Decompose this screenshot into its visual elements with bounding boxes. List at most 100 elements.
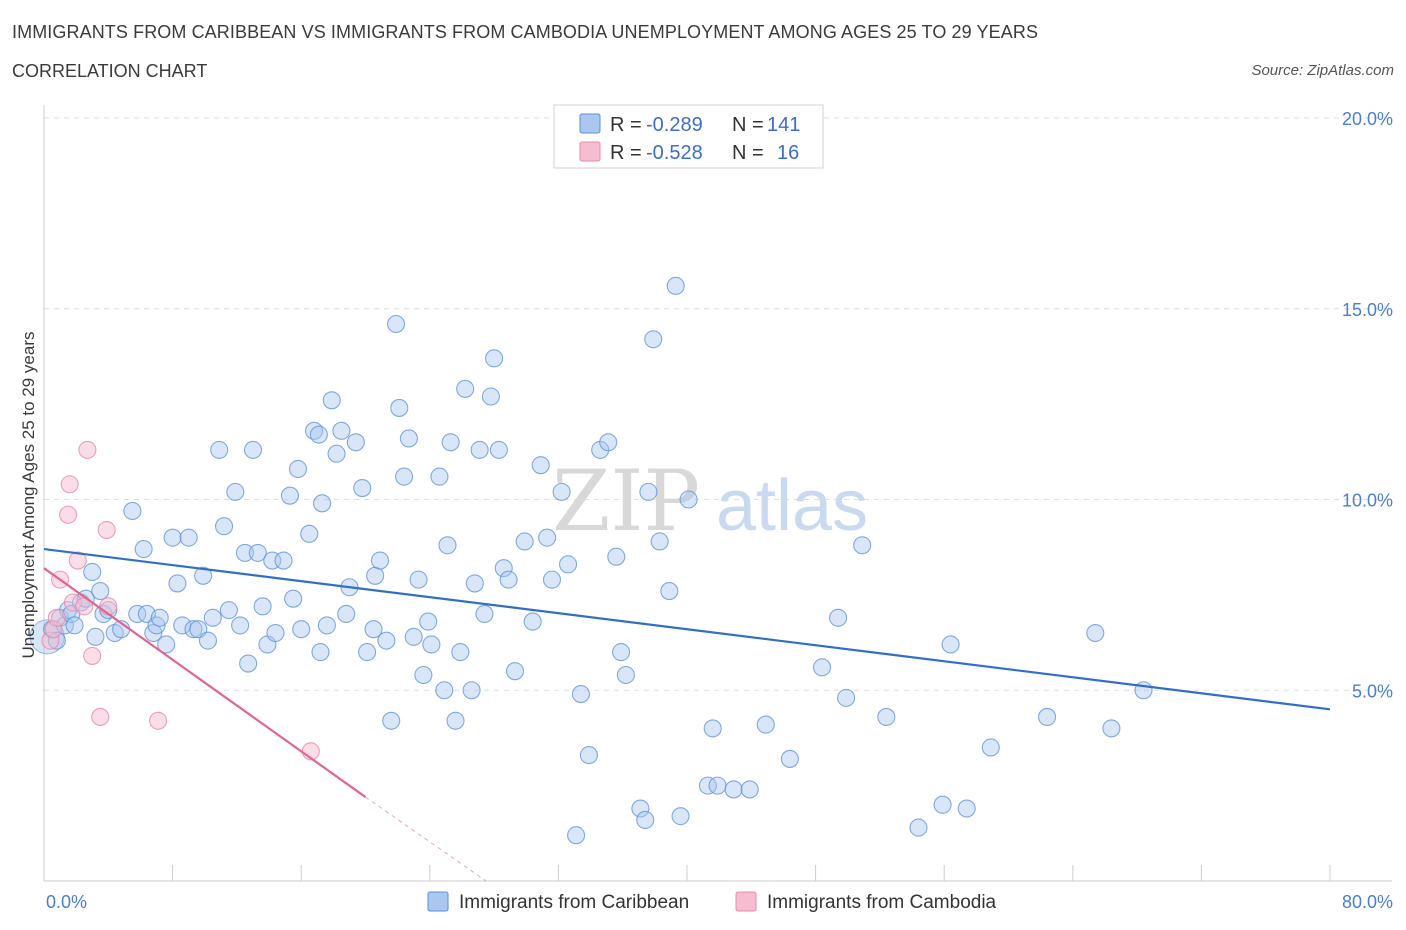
caribbean-point-6 (65, 616, 84, 635)
caribbean-point-125 (812, 658, 832, 677)
caribbean-point-61 (346, 433, 365, 452)
y-axis-title: Unemployment Among Ages 25 to 29 years (19, 332, 38, 659)
caribbean-point-134 (981, 738, 1000, 757)
caribbean-point-123 (756, 715, 775, 734)
caribbean-point-111 (639, 482, 658, 501)
cambodia-point-13 (99, 597, 118, 616)
caribbean-point-107 (612, 643, 631, 662)
trend-lines (43, 548, 1331, 882)
caribbean-point-59 (337, 604, 356, 624)
caribbean-point-116 (671, 807, 690, 826)
caribbean-point-68 (386, 314, 406, 334)
cambodia-point-5 (60, 475, 79, 494)
legend-r-label-2: R = (610, 142, 642, 164)
caribbean-point-62 (353, 479, 372, 498)
series-legend: Immigrants from Caribbean Immigrants fro… (427, 891, 997, 913)
caribbean-point-103 (579, 746, 598, 765)
caribbean-point-81 (446, 711, 465, 730)
caribbean-point-118 (698, 776, 717, 795)
cambodia-point-2 (47, 608, 66, 627)
caribbean-point-32 (203, 608, 222, 627)
caribbean-point-10 (86, 627, 105, 646)
caribbean-point-131 (933, 795, 952, 814)
y-tick-label-0: 5.0% (1352, 681, 1393, 701)
caribbean-point-129 (877, 707, 896, 727)
caribbean-point-42 (253, 597, 272, 616)
caribbean-point-84 (462, 681, 481, 700)
caribbean-point-140 (311, 643, 330, 662)
caribbean-point-66 (377, 631, 396, 650)
caribbean-point-70 (395, 467, 414, 486)
series-legend-swatch-cambodia (735, 891, 757, 912)
source-credit: Source: ZipAtlas.com (1251, 62, 1394, 79)
caribbean-point-120 (708, 776, 727, 795)
data-points (29, 276, 1153, 845)
caribbean-point-73 (409, 570, 428, 589)
caribbean-point-46 (274, 551, 293, 570)
caribbean-point-56 (322, 391, 341, 410)
caribbean-point-86 (470, 440, 489, 459)
caribbean-point-135 (1038, 707, 1057, 727)
caribbean-point-30 (194, 566, 213, 585)
caribbean-point-51 (300, 524, 319, 543)
caribbean-point-115 (666, 276, 685, 295)
cambodia-point-7 (68, 551, 87, 570)
caribbean-point-97 (538, 528, 557, 547)
caribbean-point-16 (123, 501, 142, 520)
cambodia-point-10 (83, 646, 102, 665)
caribbean-point-87 (475, 604, 494, 624)
caribbean-point-106 (607, 547, 626, 566)
legend-r-value-1: -0.289 (646, 114, 703, 136)
cambodia-point-9 (78, 440, 97, 459)
caribbean-point-108 (616, 665, 635, 685)
caribbean-point-114 (660, 582, 679, 601)
series-legend-swatch-caribbean (427, 891, 449, 912)
caribbean-point-37 (231, 616, 250, 635)
watermark-zip: ZIP (552, 452, 700, 550)
caribbean-point-41 (248, 543, 267, 562)
caribbean-point-79 (438, 536, 457, 555)
caribbean-point-71 (399, 429, 418, 448)
caribbean-point-91 (494, 559, 513, 578)
caribbean-point-25 (168, 574, 187, 593)
caribbean-point-34 (214, 517, 234, 536)
caribbean-point-69 (390, 398, 409, 417)
y-tick-label-3: 20.0% (1342, 109, 1393, 129)
caribbean-point-105 (599, 433, 618, 452)
legend-n-value-1: 141 (767, 114, 800, 136)
caribbean-point-113 (650, 532, 669, 551)
chart-subtitle: CORRELATION CHART (12, 61, 208, 81)
legend-r-value-2: -0.528 (646, 142, 703, 164)
cambodia-trend-extension (365, 796, 487, 882)
caribbean-point-35 (219, 601, 238, 620)
caribbean-point-88 (481, 387, 500, 406)
caribbean-point-112 (644, 330, 663, 349)
caribbean-point-50 (292, 620, 311, 639)
caribbean-point-38 (235, 543, 254, 562)
series-legend-label-caribbean: Immigrants from Caribbean (459, 892, 689, 913)
caribbean-point-95 (523, 612, 542, 631)
caribbean-point-127 (837, 688, 856, 707)
caribbean-point-92 (499, 570, 518, 589)
caribbean-point-139 (364, 620, 383, 639)
caribbean-point-53 (309, 425, 328, 444)
y-tick-label-2: 15.0% (1342, 300, 1393, 320)
series-legend-label-cambodia: Immigrants from Cambodia (767, 892, 997, 913)
grid-lines (44, 117, 1392, 691)
caribbean-point-130 (909, 818, 928, 837)
caribbean-point-45 (266, 623, 285, 643)
legend-swatch-caribbean (579, 113, 601, 134)
caribbean-point-82 (451, 643, 470, 662)
caribbean-point-76 (422, 635, 441, 654)
caribbean-point-128 (853, 536, 872, 555)
caribbean-point-58 (332, 421, 351, 440)
cambodia-point-14 (149, 711, 168, 730)
caribbean-point-49 (288, 459, 308, 479)
caribbean-point-48 (284, 589, 303, 608)
chart-title: IMMIGRANTS FROM CARIBBEAN VS IMMIGRANTS … (12, 22, 1039, 42)
caribbean-point-121 (724, 780, 743, 799)
caribbean-point-102 (571, 685, 590, 704)
caribbean-point-33 (210, 440, 229, 459)
caribbean-point-122 (740, 780, 759, 799)
